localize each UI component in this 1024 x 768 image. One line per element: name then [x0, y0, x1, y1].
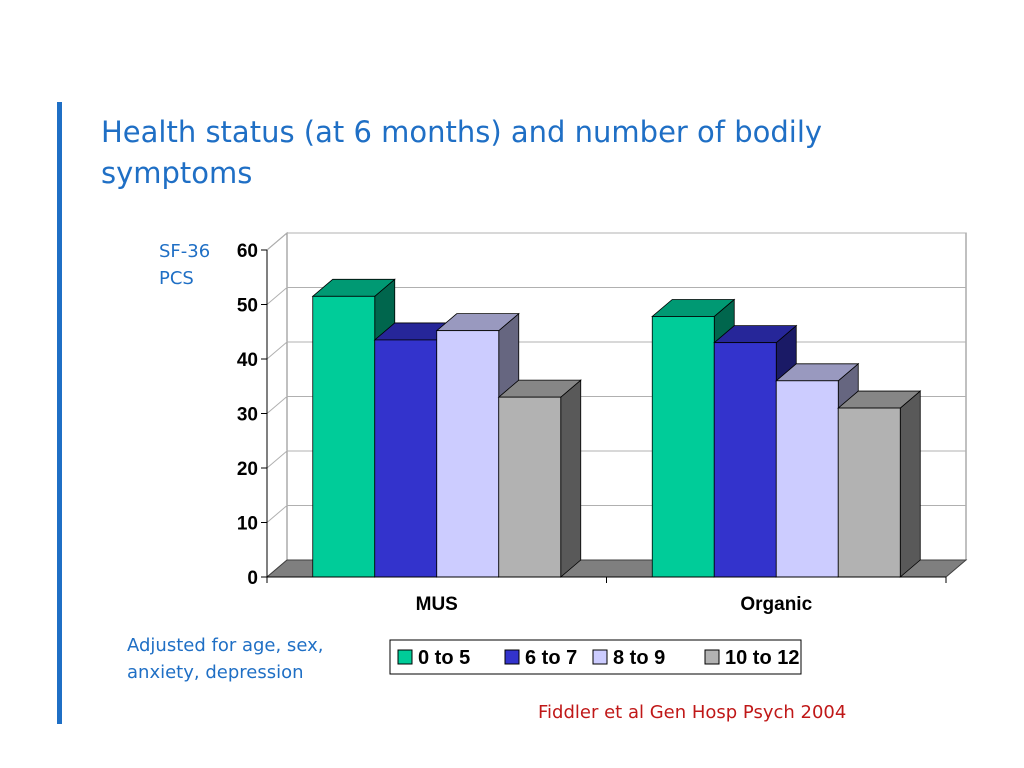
legend-label: 0 to 5 [418, 647, 470, 669]
x-category-label: MUS [416, 594, 458, 615]
legend-swatch [504, 649, 520, 665]
gridline [266, 287, 966, 305]
y-tick-label: 30 [237, 405, 258, 426]
source-citation: Fiddler et al Gen Hosp Psych 2004 [538, 702, 847, 723]
bar [837, 407, 901, 578]
chart-legend: 0 to 5 6 to 7 8 to 9 10 to 12 [389, 639, 802, 675]
y-tick-label: 60 [237, 241, 258, 262]
gridline [266, 232, 966, 251]
legend-swatch [704, 649, 720, 665]
x-category-label: Organic [740, 594, 812, 615]
bar [775, 380, 839, 578]
bar [713, 342, 777, 578]
y-axis-label: SF-36 PCS [159, 241, 211, 289]
y-tick-label: 10 [237, 514, 258, 535]
accent-bar [57, 102, 62, 724]
bar [312, 295, 376, 578]
legend-swatch [592, 649, 608, 665]
chart-bars [311, 278, 922, 578]
legend-swatch [397, 649, 413, 665]
bar [651, 316, 715, 578]
y-tick-label: 0 [247, 568, 258, 589]
y-tick-label: 40 [237, 350, 258, 371]
legend-label: 6 to 7 [525, 647, 577, 669]
bar [498, 396, 562, 578]
bar-side [560, 379, 582, 578]
bar [374, 339, 438, 578]
bar [436, 330, 500, 578]
legend-label: 10 to 12 [725, 647, 799, 669]
y-tick-label: 50 [237, 296, 258, 317]
chart-axes: 0 10 20 30 40 50 60 MUS Organic [237, 241, 947, 615]
adjustment-note: Adjusted for age, sex, anxiety, depressi… [127, 635, 324, 683]
legend-label: 8 to 9 [613, 647, 665, 669]
y-tick-label: 20 [237, 459, 258, 480]
slide-title: Health status (at 6 months) and number o… [101, 115, 823, 190]
bar-side [899, 390, 921, 578]
